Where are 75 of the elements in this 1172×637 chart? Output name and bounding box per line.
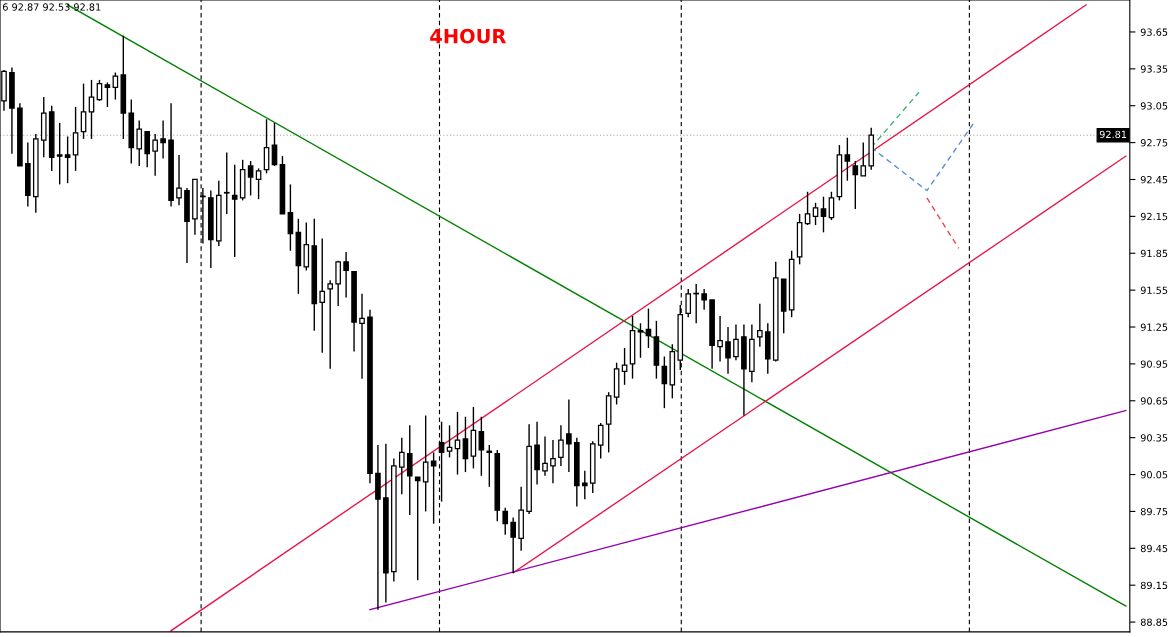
candlestick (685, 288, 692, 318)
y-tick-label: 89.15 (1140, 581, 1168, 590)
y-tick-label: 89.45 (1140, 544, 1168, 553)
y-tick-label: 91.85 (1140, 249, 1168, 258)
y-tick-label: 90.65 (1140, 397, 1168, 405)
candlestick (343, 251, 349, 299)
candlestick (852, 160, 859, 210)
candlestick (231, 164, 238, 258)
y-tick-label: 93.05 (1140, 102, 1168, 110)
candlestick (637, 322, 644, 359)
candlestick (104, 81, 111, 108)
candlestick (88, 79, 95, 140)
candlestick (303, 221, 310, 272)
y-tick-label: 88.85 (1140, 618, 1168, 626)
candlestick (597, 422, 604, 460)
candlestick (422, 414, 429, 513)
candlestick (733, 323, 739, 361)
candlestick (319, 237, 326, 354)
candlestick (414, 476, 421, 581)
y-tick-label: 91.55 (1140, 286, 1168, 294)
candlestick (152, 133, 158, 177)
y-tick-label: 90.95 (1140, 360, 1168, 368)
candlestick (359, 293, 365, 380)
y-tick-label: 92.75 (1140, 139, 1168, 147)
candlestick (804, 191, 811, 226)
candlestick (542, 435, 548, 477)
candlestick (502, 507, 509, 536)
candlestick (136, 119, 143, 167)
y-tick-label: 90.35 (1140, 434, 1168, 442)
candlestick (478, 416, 485, 477)
candlestick (462, 416, 469, 473)
candlestick (820, 196, 827, 234)
candlestick (56, 122, 63, 186)
candlestick (176, 154, 182, 207)
candlestick (860, 141, 867, 177)
y-tick-label: 93.35 (1140, 65, 1168, 73)
text: 4HOUR (430, 28, 507, 44)
candlestick (725, 326, 731, 375)
candlestick (812, 202, 819, 226)
candlestick (406, 424, 413, 516)
candlestick (701, 288, 707, 311)
annotation: 6 92.87 92.53 92.81 (2, 3, 101, 11)
candlestick (566, 398, 572, 473)
candlestick (72, 106, 79, 172)
candlestick (64, 135, 71, 184)
candlestick (550, 439, 556, 484)
ref-line-label: 92.81 (1099, 130, 1127, 139)
y-tick-label: 92.45 (1140, 175, 1168, 184)
candlestick (255, 167, 262, 200)
candlestick (621, 347, 628, 386)
candlestick (144, 130, 151, 168)
y-tick-label: 93.65 (1140, 28, 1168, 36)
candlestick (717, 315, 723, 363)
candlestick (80, 82, 87, 140)
candlestick (454, 411, 461, 476)
y-tick-label: 89.75 (1140, 507, 1168, 516)
y-tick-label: 92.15 (1140, 212, 1168, 221)
candlestick (510, 516, 517, 574)
candlestick (558, 424, 564, 467)
candlestick (335, 259, 341, 307)
candlestick (757, 302, 763, 348)
candlestick (486, 444, 493, 488)
candlestick (327, 279, 334, 370)
candlestick (223, 151, 230, 215)
candlestick (398, 436, 405, 495)
y-tick-label: 91.25 (1140, 323, 1168, 331)
candlestick (271, 122, 278, 167)
candlestick (446, 424, 453, 459)
y-tick-label: 90.05 (1140, 471, 1168, 479)
candlestick (247, 160, 254, 197)
candlestick (581, 470, 588, 500)
candlestick (430, 451, 437, 525)
candlestick (844, 136, 851, 182)
candlestick (160, 119, 166, 160)
candlestick (828, 191, 835, 221)
